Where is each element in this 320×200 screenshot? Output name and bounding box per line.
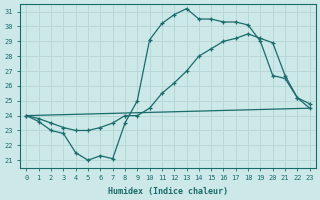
X-axis label: Humidex (Indice chaleur): Humidex (Indice chaleur) <box>108 187 228 196</box>
